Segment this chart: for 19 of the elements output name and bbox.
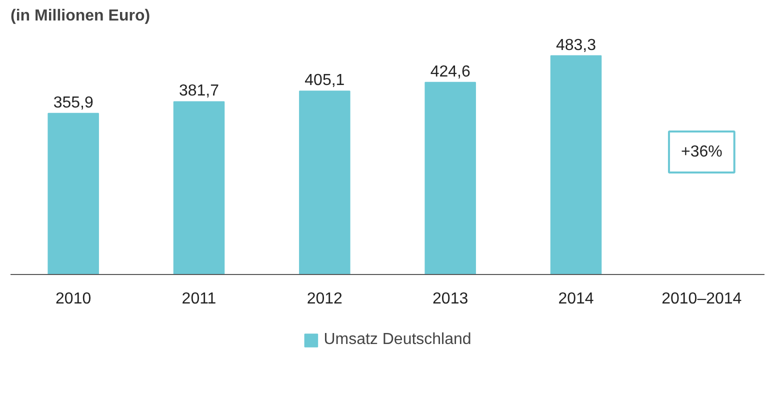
data-label: 483,3: [556, 36, 596, 54]
data-label: 355,9: [53, 94, 94, 112]
x-tick-label: 2014: [558, 290, 594, 308]
x-tick-label: 2013: [432, 290, 468, 308]
bar: [550, 55, 602, 274]
x-tick-label: 2010–2014: [662, 290, 742, 308]
legend-label: Umsatz Deutschland: [324, 331, 472, 349]
x-tick-label: 2011: [182, 290, 216, 308]
annotation: +36%: [680, 144, 722, 160]
bar: [424, 82, 476, 274]
chart-title: (in Millionen Euro): [10, 8, 150, 24]
bar: [173, 101, 225, 274]
data-label: 424,6: [430, 63, 470, 80]
data-label: 405,1: [304, 72, 345, 90]
bar: [48, 112, 99, 274]
x-tick-label: 2012: [306, 290, 343, 308]
data-label: 381,7: [178, 82, 220, 100]
x-tick-label: 2010: [56, 290, 92, 308]
bar: [299, 90, 350, 274]
